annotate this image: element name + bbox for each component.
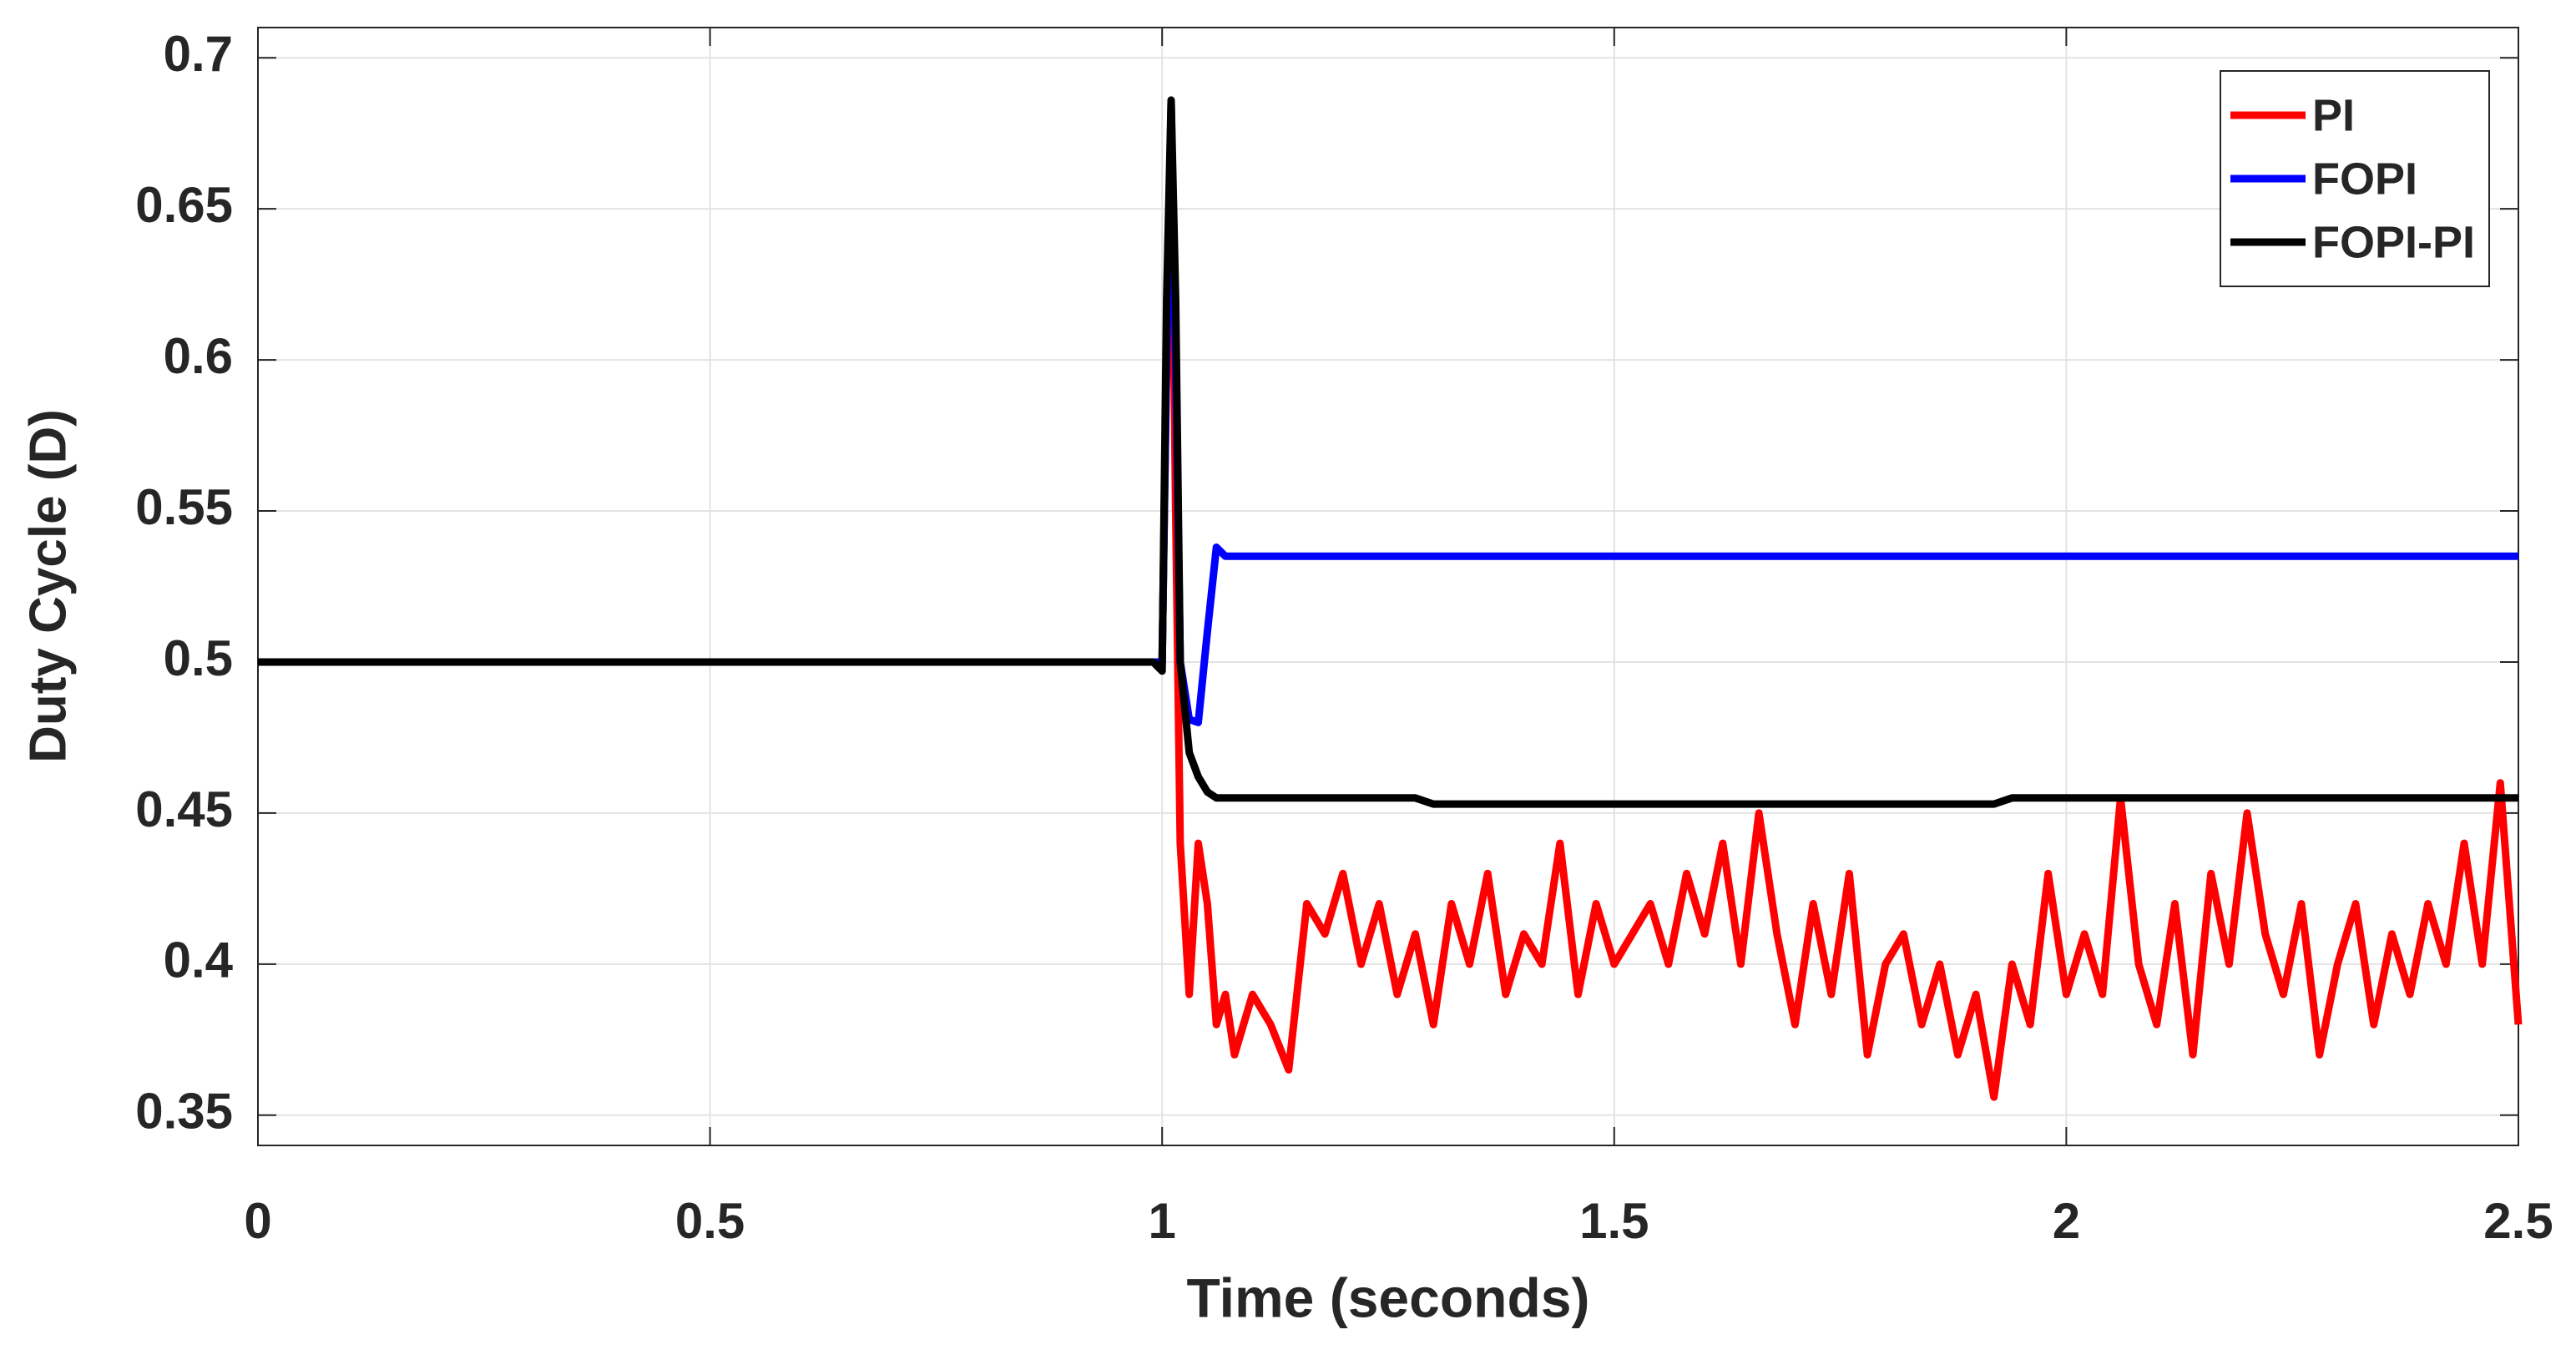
x-tick-label: 0 <box>244 1193 271 1249</box>
y-tick-label: 0.4 <box>164 933 234 988</box>
y-tick-label: 0.65 <box>135 177 233 233</box>
y-tick-label: 0.7 <box>164 26 233 82</box>
legend-label: FOPI <box>2312 154 2417 204</box>
y-tick-label: 0.35 <box>135 1084 233 1140</box>
x-tick-label: 1 <box>1149 1193 1176 1249</box>
y-tick-label: 0.6 <box>164 328 233 384</box>
y-tick-label: 0.45 <box>135 781 233 837</box>
x-tick-label: 2.5 <box>2483 1193 2553 1249</box>
plot-frame <box>257 27 2519 1146</box>
legend-label: FOPI-PI <box>2312 217 2475 267</box>
y-tick-label: 0.55 <box>135 479 233 535</box>
y-axis-label: Duty Cycle (D) <box>19 409 77 763</box>
data-line <box>258 99 2518 726</box>
y-tick-label: 0.5 <box>164 630 233 686</box>
data-line <box>258 114 2523 1101</box>
data-line <box>258 96 2518 808</box>
x-axis-label: Time (seconds) <box>1187 1266 1590 1328</box>
legend-label: PI <box>2312 90 2355 140</box>
x-tick-label: 0.5 <box>675 1193 745 1249</box>
x-tick-label: 2 <box>2053 1193 2080 1249</box>
x-tick-label: 1.5 <box>1579 1193 1649 1249</box>
